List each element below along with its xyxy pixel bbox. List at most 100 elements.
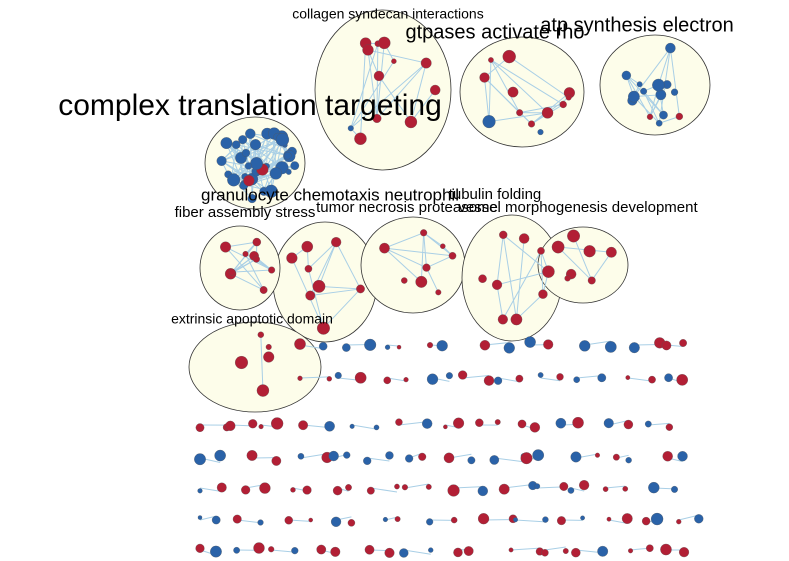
node (268, 546, 275, 553)
node (555, 418, 567, 429)
edge (310, 288, 361, 297)
edge (643, 91, 660, 124)
node (515, 374, 524, 383)
node (301, 240, 313, 253)
edge (494, 457, 524, 463)
node (304, 265, 313, 273)
node (297, 375, 303, 381)
edge (308, 241, 337, 270)
node (259, 482, 271, 494)
edge (497, 377, 520, 383)
edge (502, 234, 517, 320)
node (679, 547, 690, 558)
node (597, 545, 609, 557)
edge (299, 376, 330, 379)
edge (508, 56, 569, 98)
edge (350, 43, 379, 129)
cluster-label: complex translation targeting (58, 89, 442, 122)
node (247, 194, 257, 204)
node (605, 341, 617, 353)
edge (540, 250, 544, 295)
cluster-label: vessel morphogenesis development (458, 199, 698, 216)
node (541, 107, 554, 119)
node (621, 513, 633, 524)
node (263, 351, 275, 363)
edge (490, 59, 564, 105)
node (572, 417, 584, 429)
edge (573, 235, 593, 281)
cluster-label: atp synthesis electron (540, 14, 733, 36)
node (551, 240, 565, 254)
edge (271, 549, 295, 553)
node (259, 286, 268, 294)
node (648, 482, 660, 494)
edge (496, 271, 549, 286)
node (347, 125, 354, 132)
node (542, 265, 555, 278)
node (330, 516, 342, 527)
node (641, 516, 651, 526)
node (537, 247, 545, 255)
node (594, 452, 600, 458)
node (241, 148, 251, 158)
node (628, 548, 634, 554)
node (489, 455, 500, 465)
node (493, 376, 503, 385)
edge (633, 47, 671, 97)
node (655, 119, 663, 127)
node (345, 484, 352, 491)
node (238, 135, 248, 145)
node (385, 451, 394, 460)
edge (633, 96, 660, 124)
edge (384, 247, 453, 257)
edge (502, 250, 542, 320)
node (227, 173, 241, 187)
node (529, 422, 540, 433)
node (447, 484, 460, 497)
node (562, 548, 569, 554)
edge (370, 487, 398, 493)
node (498, 483, 510, 495)
node (583, 245, 596, 258)
node (256, 384, 270, 397)
node (258, 424, 264, 430)
edge (232, 269, 272, 273)
edge (605, 485, 626, 489)
node (440, 243, 446, 249)
edge (519, 103, 564, 114)
node (366, 486, 375, 495)
node (528, 120, 535, 128)
node (349, 423, 355, 429)
edge (426, 267, 439, 293)
node (383, 376, 391, 385)
nodes (194, 36, 704, 558)
node (451, 516, 458, 524)
node (503, 342, 515, 354)
cluster-label: granulocyte chemotaxis neutrophil (201, 185, 459, 204)
edge (410, 62, 427, 123)
node (513, 517, 518, 523)
node (636, 81, 643, 88)
node (418, 452, 427, 461)
node (210, 545, 222, 558)
node (443, 424, 448, 430)
node (253, 542, 265, 554)
cluster-label: tubulin folding (449, 186, 542, 203)
node (373, 70, 385, 82)
node (225, 420, 236, 431)
node (579, 340, 591, 352)
node (520, 452, 533, 465)
cluster-label: collagen syndecan interactions (292, 6, 483, 22)
node (362, 44, 374, 56)
node (537, 372, 544, 378)
edge (323, 288, 361, 329)
node (518, 233, 530, 244)
node (197, 488, 203, 494)
node (284, 151, 292, 160)
edge (376, 62, 427, 119)
node (331, 237, 342, 248)
edge (199, 487, 222, 492)
